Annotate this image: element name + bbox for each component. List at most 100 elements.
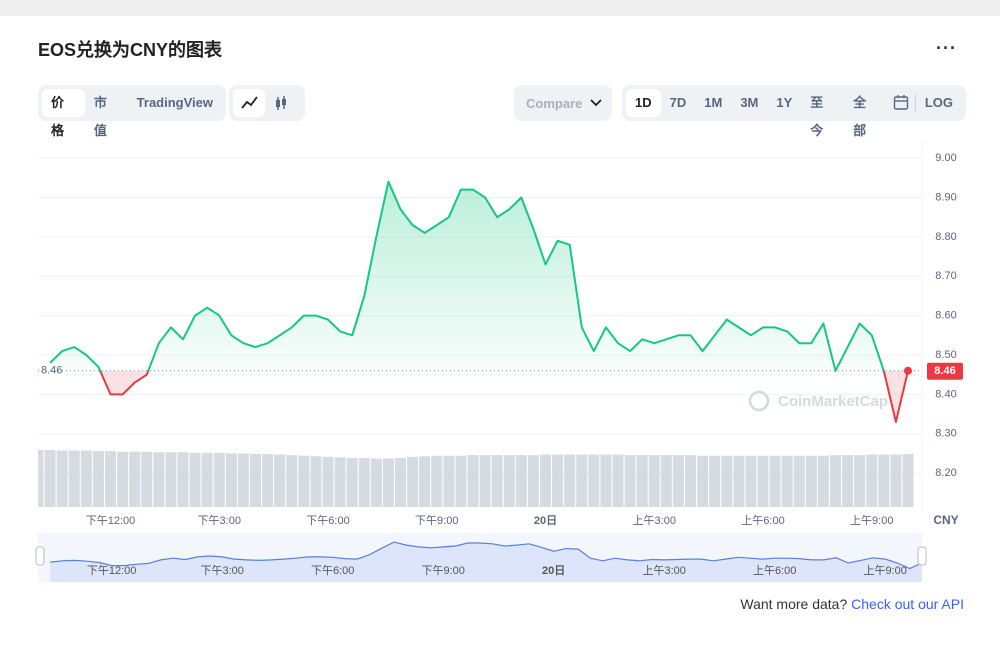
volume-bar bbox=[660, 455, 672, 507]
navigator-label: 下午12:00 bbox=[87, 564, 137, 577]
api-link[interactable]: Check out our API bbox=[851, 596, 964, 612]
navigator-handle[interactable] bbox=[35, 546, 45, 566]
volume-bar bbox=[165, 452, 177, 507]
volume-bar bbox=[527, 455, 539, 507]
volume-bar bbox=[491, 455, 503, 507]
volume-bar bbox=[177, 452, 189, 507]
range-button[interactable]: 3M bbox=[740, 95, 759, 110]
volume-bar bbox=[552, 454, 564, 507]
x-tick-label: 上午6:00 bbox=[741, 514, 784, 527]
volume-bar bbox=[68, 450, 80, 507]
y-tick-label: 8.50 bbox=[935, 349, 956, 361]
volume-bar bbox=[709, 455, 721, 507]
volume-bar bbox=[334, 457, 346, 507]
navigator-label: 上午9:00 bbox=[863, 564, 906, 577]
volume-bar bbox=[600, 454, 612, 507]
volume-bar bbox=[866, 454, 878, 507]
tab-group: 价格 市值 TradingView bbox=[38, 85, 226, 138]
x-tick-label: 上午3:00 bbox=[633, 514, 676, 527]
candle-icon bbox=[276, 96, 286, 110]
volume-bar bbox=[648, 455, 660, 507]
volume-bar bbox=[769, 455, 781, 507]
tab[interactable]: 市值 bbox=[93, 95, 107, 138]
price-badge-label: 8.46 bbox=[934, 365, 955, 377]
navigator-line bbox=[50, 541, 923, 570]
x-tick-label: 下午3:00 bbox=[198, 514, 241, 527]
range-button[interactable]: 1D bbox=[626, 89, 661, 117]
volume-bar bbox=[636, 455, 648, 507]
more-menu[interactable]: ··· bbox=[936, 38, 957, 58]
navigator-handle[interactable] bbox=[917, 546, 927, 566]
navigator-label: 20日 bbox=[542, 564, 565, 577]
volume-bar bbox=[237, 453, 249, 507]
range-button[interactable]: 7D bbox=[669, 95, 687, 110]
volume-bars bbox=[38, 450, 914, 507]
last-point bbox=[904, 366, 912, 375]
volume-bar bbox=[685, 455, 696, 507]
volume-bar bbox=[830, 455, 841, 507]
volume-bar bbox=[854, 455, 866, 507]
y-tick-label: 8.40 bbox=[935, 388, 956, 400]
watermark: CoinMarketCap bbox=[778, 393, 888, 410]
volume-bar bbox=[322, 456, 334, 507]
volume-bar bbox=[56, 450, 68, 507]
y-tick-label: 9.00 bbox=[935, 152, 956, 164]
volume-bar bbox=[38, 450, 44, 507]
x-tick-label: 下午6:00 bbox=[306, 514, 349, 527]
volume-bar bbox=[479, 455, 491, 507]
range-button[interactable]: 至今 bbox=[810, 95, 824, 138]
volume-bar bbox=[105, 451, 116, 507]
volume-bar bbox=[576, 454, 588, 507]
volume-bar bbox=[781, 455, 793, 507]
y-tick-label: 8.30 bbox=[935, 428, 956, 440]
volume-bar bbox=[902, 453, 914, 507]
volume-bar bbox=[213, 452, 225, 507]
volume-bar bbox=[225, 453, 237, 507]
range-button[interactable]: 1M bbox=[704, 95, 723, 110]
y-axis-unit: CNY bbox=[933, 513, 958, 527]
x-tick-label: 下午12:00 bbox=[86, 514, 136, 527]
volume-bar bbox=[624, 455, 636, 507]
tab[interactable]: 价格 bbox=[42, 89, 85, 138]
volume-bar bbox=[842, 455, 854, 507]
title: EOS兑换为CNY的图表 bbox=[38, 40, 223, 60]
navigator-label: 下午3:00 bbox=[200, 564, 243, 577]
volume-bar bbox=[817, 455, 829, 507]
candle-type-button[interactable] bbox=[265, 89, 297, 117]
volume-bar bbox=[757, 455, 769, 507]
x-tick-label: 下午9:00 bbox=[415, 514, 458, 527]
volume-bar bbox=[733, 455, 745, 507]
volume-bar bbox=[890, 454, 902, 507]
compare-select[interactable]: Compare bbox=[514, 85, 612, 121]
volume-bar bbox=[298, 455, 310, 507]
volume-bar bbox=[697, 455, 709, 507]
footer: Want more data? Check out our API bbox=[740, 596, 964, 612]
tab[interactable]: TradingView bbox=[136, 95, 213, 110]
volume-bar bbox=[431, 455, 443, 507]
volume-bar bbox=[395, 457, 406, 507]
footer-text: Want more data? bbox=[740, 596, 848, 612]
line-type-button[interactable] bbox=[233, 89, 265, 117]
navigator-label: 上午6:00 bbox=[753, 564, 796, 577]
volume-bar bbox=[503, 455, 515, 507]
x-tick-label: 20日 bbox=[534, 514, 557, 527]
volume-bar bbox=[358, 457, 370, 507]
volume-bar bbox=[793, 455, 805, 507]
range-button[interactable]: 全部 bbox=[853, 95, 867, 138]
volume-bar bbox=[262, 453, 274, 507]
volume-bar bbox=[141, 451, 153, 507]
volume-bar bbox=[382, 458, 394, 507]
chevron bbox=[590, 99, 602, 107]
log-button[interactable]: LOG bbox=[924, 95, 953, 110]
calendar-button[interactable] bbox=[887, 89, 915, 117]
watermark-logo bbox=[748, 390, 770, 412]
price-area bbox=[50, 181, 909, 422]
x-tick-label: 上午9:00 bbox=[850, 514, 893, 527]
volume-bar bbox=[153, 452, 165, 507]
range-group: 1D 7D 1M 3M 1Y 至今 全部 LOG bbox=[622, 85, 966, 138]
compare-label: Compare bbox=[526, 95, 583, 111]
navigator-label: 上午3:00 bbox=[642, 564, 685, 577]
range-button[interactable]: 1Y bbox=[776, 95, 793, 110]
volume-bar bbox=[721, 455, 733, 507]
